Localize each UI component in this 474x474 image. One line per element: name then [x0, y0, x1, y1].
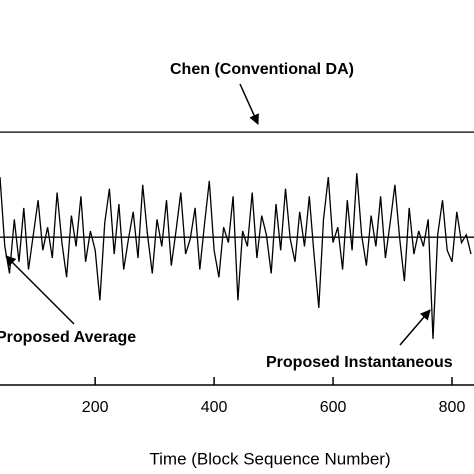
- x-tick-label: 600: [320, 399, 347, 416]
- series-line: [0, 173, 472, 339]
- annotation: Chen (Conventional DA): [170, 61, 354, 78]
- x-tick-label: 200: [82, 399, 109, 416]
- plot-area: [0, 131, 474, 339]
- annotation: Proposed Average: [0, 329, 136, 346]
- arrow: [399, 309, 431, 346]
- x-tick-label: 800: [439, 399, 466, 416]
- arrow: [239, 83, 259, 125]
- x-axis-label: Time (Block Sequence Number): [149, 449, 390, 468]
- x-tick-label: 400: [201, 399, 228, 416]
- arrow: [5, 255, 75, 325]
- annotation: Proposed Instantaneous: [266, 354, 453, 371]
